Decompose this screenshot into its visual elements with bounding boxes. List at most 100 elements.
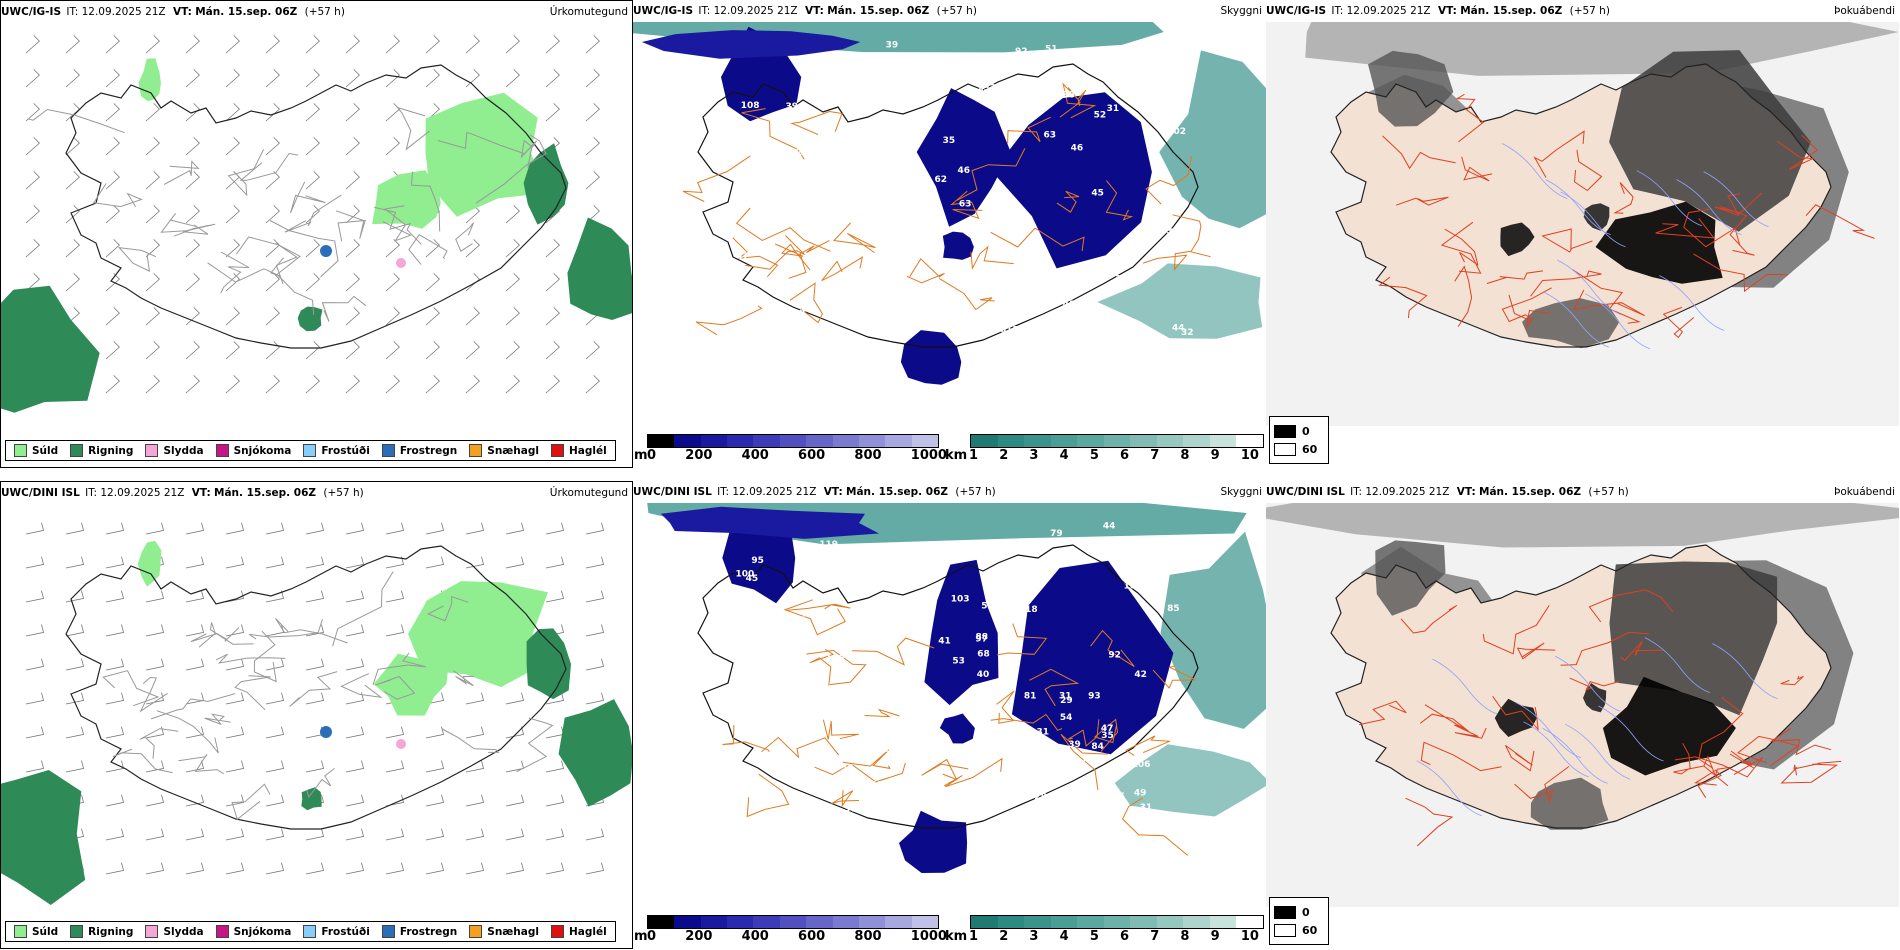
road-segment	[340, 673, 383, 698]
river	[1636, 170, 1702, 227]
cloud-base-label: 253	[1062, 554, 1081, 564]
road-segment	[682, 155, 751, 202]
visibility-ticks: 1 2 3 4 5 6 7 8 9 10	[969, 448, 1259, 463]
road-segment	[806, 649, 867, 686]
fog-panel-bottom: UWC/DINI ISL IT: 12.09.2025 21Z VT: Mán.…	[1266, 481, 1899, 949]
wind-barb	[305, 862, 325, 875]
road-segment	[1777, 134, 1818, 170]
panel-title: Skyggni	[1220, 486, 1263, 498]
iceland-map	[1, 35, 632, 413]
wind-barb	[25, 658, 45, 671]
precip-map[interactable]	[1, 23, 632, 427]
wind-barb	[465, 239, 480, 258]
wind-barb	[65, 692, 85, 705]
cloud-base-label: 36	[760, 621, 773, 631]
precip-type-panel-bottom: UWC/DINI ISL IT: 12.09.2025 21Z VT: Mán.…	[0, 481, 633, 949]
wind-barb	[585, 171, 600, 190]
cloud-area	[1011, 560, 1174, 755]
wind-barb	[465, 35, 480, 54]
wind-barb	[545, 103, 560, 122]
road-segment	[938, 277, 995, 311]
road-segment	[956, 148, 1026, 201]
cloud-base-label: 92	[1108, 651, 1121, 661]
wind-barb	[545, 692, 565, 705]
road-segment	[1152, 665, 1196, 689]
legend-swatch	[14, 925, 27, 938]
wind-barb	[65, 624, 85, 637]
cloud-area	[660, 506, 879, 539]
model-name: UWC/DINI ISL	[1, 487, 80, 499]
road-segment	[864, 708, 900, 718]
river	[1584, 293, 1651, 350]
colorbar-segment	[1183, 435, 1210, 447]
road-segment	[996, 690, 1015, 724]
legend-item: Súld	[14, 925, 58, 938]
wind-barb	[185, 69, 200, 88]
road-segment	[372, 652, 427, 686]
wind-barb	[185, 828, 205, 841]
wind-barb	[385, 726, 405, 739]
legend-item: Snjókoma	[215, 444, 291, 457]
road-segment	[809, 648, 835, 686]
wind-barb	[345, 69, 360, 88]
colorbar-tick: 10	[1240, 448, 1259, 463]
wind-barb	[105, 624, 125, 637]
wind-barb	[265, 341, 280, 360]
panel-title: Skyggni	[1220, 5, 1263, 17]
wind-barb	[25, 522, 45, 535]
colorbar-tick: 6	[1120, 448, 1130, 463]
wind-barb	[505, 239, 520, 258]
wind-barb	[585, 590, 605, 603]
road-segment	[1482, 605, 1550, 655]
wind-barb	[345, 658, 365, 671]
wind-barb	[145, 103, 160, 122]
river	[1542, 728, 1608, 784]
road-segment	[207, 257, 284, 283]
colorbar-segment	[753, 435, 780, 447]
panel-header: UWC/IG-IS IT: 12.09.2025 21Z VT: Mán. 15…	[1, 3, 632, 21]
road-segment	[1780, 675, 1804, 686]
colorbar-segment	[1077, 916, 1104, 928]
wind-barb	[305, 522, 325, 535]
cloud-area	[900, 330, 962, 385]
panel-header: UWC/DINI ISL IT: 12.09.2025 21Z VT: Mán.…	[1266, 483, 1899, 501]
cloud-base-label: 56	[824, 636, 837, 646]
road-segment	[253, 630, 277, 683]
precip-map[interactable]	[1, 504, 632, 908]
wind-barb	[345, 103, 360, 122]
road-segment	[970, 245, 1014, 270]
wind-barb	[305, 239, 320, 258]
wind-barb	[145, 375, 160, 394]
wind-barb	[585, 69, 600, 88]
legend-item: Snæhagl	[469, 925, 539, 938]
colorbar-tick: 2	[999, 448, 1009, 463]
cloud-map[interactable]: 116 36 100 102 99 97 188 66 53 36 95 84 70 42 31 69 88 11…	[633, 503, 1266, 907]
wind-barb	[545, 794, 565, 807]
swatch-black	[1274, 425, 1296, 438]
cloud-base-label: 45	[1072, 268, 1085, 278]
wind-barb	[185, 658, 205, 671]
wind-barb	[145, 522, 165, 535]
legend-label: Snjókoma	[233, 925, 292, 938]
wind-barb	[225, 341, 240, 360]
road-segment	[231, 783, 271, 821]
cloud-base-label: 34	[796, 181, 809, 191]
road-segment	[374, 206, 422, 245]
wind-barb	[105, 590, 125, 603]
wind-barb	[145, 794, 165, 807]
colorbar-tick: 5	[1089, 929, 1099, 944]
wind-barb	[465, 726, 485, 739]
wind-barb	[25, 726, 45, 739]
fog-map[interactable]	[1266, 503, 1899, 907]
fog-map[interactable]	[1266, 22, 1899, 426]
wind-barb	[305, 205, 320, 224]
cloud-map[interactable]: 125 38 63 31 82 02 34 45 39 45 47 38 33 41 42 45 52 52 47 3…	[633, 22, 1266, 426]
fog-area	[1500, 222, 1535, 257]
road-segment	[234, 675, 271, 711]
cloud-base-label: 30	[859, 616, 872, 626]
wind-barb	[465, 794, 485, 807]
road-segment	[427, 595, 469, 622]
colorbar-tick: 8	[1180, 448, 1190, 463]
wind-barb	[105, 35, 120, 54]
wind-barb	[185, 103, 200, 122]
